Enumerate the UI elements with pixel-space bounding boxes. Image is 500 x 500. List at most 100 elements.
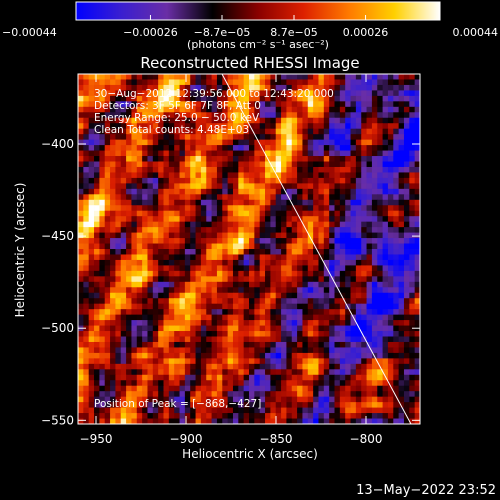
heatmap-cell [158,117,164,124]
heatmap-cell [222,106,229,113]
heatmap-cell [387,270,394,277]
heatmap-cell [184,325,191,332]
heatmap-cell [243,199,250,206]
heatmap-cell [232,156,239,162]
heatmap-cell [382,199,389,206]
heatmap-cell [297,391,303,398]
heatmap-cell [398,292,405,299]
heatmap-cell [366,90,373,97]
heatmap-cell [254,347,261,354]
heatmap-cell [265,183,271,190]
heatmap-cell [227,156,234,162]
heatmap-cell [291,369,298,376]
heatmap-cell [184,216,191,223]
heatmap-cell [387,188,394,195]
heatmap-cell [259,199,266,206]
heatmap-cell [249,369,255,376]
heatmap-cell [339,402,346,408]
heatmap-cell [409,123,416,130]
heatmap-cell [88,150,95,157]
heatmap-cell [307,161,314,168]
heatmap-cell [329,402,335,408]
heatmap-cell [238,232,245,239]
heatmap-cell [291,90,298,97]
heatmap-cell [361,232,367,239]
heatmap-cell [297,117,303,124]
heatmap-cell [174,199,180,206]
heatmap-cell [184,331,191,337]
heatmap-cell [302,128,309,135]
heatmap-cell [307,254,314,261]
heatmap-cell [83,205,90,212]
heatmap-cell [254,128,261,135]
heatmap-cell [243,402,250,408]
heatmap-cell [131,243,138,250]
heatmap-cell [281,352,287,359]
heatmap-cell [393,79,400,86]
heatmap-cell [313,385,319,392]
heatmap-cell [254,314,261,321]
heatmap-cell [355,385,362,392]
heatmap-cell [393,232,400,239]
heatmap-cell [168,358,175,365]
heatmap-cell [174,418,180,424]
heatmap-cell [152,249,159,255]
heatmap-cell [104,95,111,102]
heatmap-cell [211,407,218,414]
heatmap-cell [398,418,405,424]
heatmap-cell [291,221,298,228]
heatmap-cell [206,298,212,305]
heatmap-cell [403,336,410,343]
heatmap-cell [94,106,100,113]
heatmap-cell [104,391,111,398]
heatmap-cell [184,303,191,310]
heatmap-cell [254,227,261,233]
heatmap-cell [313,336,319,343]
heatmap-cell [398,74,405,80]
heatmap-cell [115,101,122,108]
heatmap-cell [158,194,164,201]
heatmap-cell [227,210,234,217]
heatmap-cell [382,369,389,376]
heatmap-cell [265,166,271,173]
heatmap-cell [286,281,293,288]
heatmap-cell [270,238,277,244]
heatmap-cell [414,314,420,321]
heatmap-cell [334,325,341,332]
heatmap-cell [313,254,319,261]
heatmap-cell [88,407,95,414]
heatmap-cell [291,188,298,195]
heatmap-cell [350,265,357,272]
heatmap-cell [94,418,100,424]
heatmap-cell [126,369,132,376]
heatmap-cell [281,216,287,223]
heatmap-cell [361,385,367,392]
heatmap-cell [403,95,410,102]
heatmap-cell [334,363,341,370]
heatmap-cell [249,134,255,141]
heatmap-cell [174,265,180,272]
heatmap-cell [163,374,170,381]
heatmap-cell [366,177,373,184]
heatmap-cell [184,74,191,80]
heatmap-cell [227,413,234,419]
heatmap-cell [339,265,346,272]
heatmap-cell [339,112,346,119]
heatmap-cell [120,199,127,206]
heatmap-cell [307,309,314,316]
heatmap-cell [126,320,132,326]
heatmap-cell [318,238,325,244]
heatmap-cell [152,320,159,326]
heatmap-cell [259,249,266,255]
heatmap-cell [227,303,234,310]
heatmap-cell [259,134,266,141]
heatmap-cell [323,352,330,359]
heatmap-cell [270,287,277,294]
heatmap-cell [83,331,90,337]
heatmap-cell [323,249,330,255]
heatmap-cell [227,243,234,250]
heatmap-cell [83,156,90,162]
heatmap-cell [414,79,420,86]
heatmap-cell [115,418,122,424]
heatmap-cell [238,320,245,326]
